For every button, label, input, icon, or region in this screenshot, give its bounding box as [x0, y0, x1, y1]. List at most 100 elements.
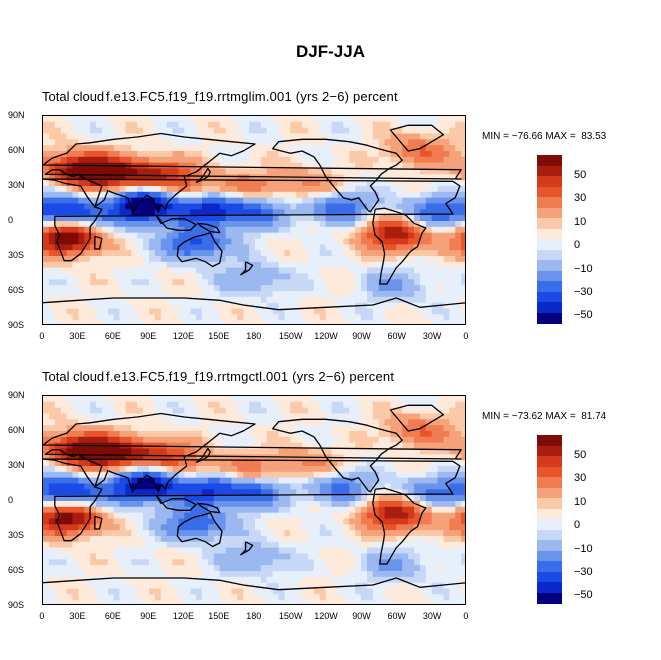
heatmap-cell — [113, 116, 121, 123]
heatmap-cell — [166, 121, 174, 129]
heatmap-cell — [384, 291, 392, 298]
heatmap-cell — [101, 116, 109, 123]
heatmap-cell — [266, 279, 274, 286]
heatmap-cell — [378, 501, 386, 508]
heatmap-cell — [408, 460, 415, 467]
heatmap-cell — [160, 506, 168, 514]
heatmap-cell — [54, 501, 62, 508]
heatmap-cell — [66, 139, 74, 146]
heatmap-cell — [455, 413, 462, 420]
heatmap-cell — [284, 308, 291, 315]
heatmap-cell — [84, 320, 91, 324]
heatmap-cell — [60, 226, 68, 234]
heatmap-cell — [419, 448, 427, 455]
heatmap-cell — [137, 296, 144, 304]
heatmap-cell — [78, 174, 85, 181]
heatmap-cell — [237, 320, 244, 324]
heatmap-cell — [361, 191, 368, 199]
heatmap-cell — [96, 571, 103, 578]
heatmap-cell — [337, 576, 344, 584]
heatmap-cell — [101, 483, 109, 490]
heatmap-cell — [43, 553, 50, 560]
heatmap-cell — [119, 407, 127, 415]
heatmap-cell — [66, 541, 74, 549]
heatmap-cell — [302, 396, 309, 403]
heatmap-cell — [48, 302, 56, 310]
heatmap-cell — [355, 576, 362, 584]
heatmap-cell — [361, 267, 368, 275]
heatmap-cell — [284, 279, 291, 286]
heatmap-cell — [437, 524, 445, 531]
heatmap-cell — [54, 133, 62, 140]
heatmap-cell — [243, 396, 250, 403]
heatmap-cell — [260, 541, 268, 549]
heatmap-cell — [72, 226, 79, 234]
heatmap-cell — [43, 291, 50, 298]
heatmap-cell — [425, 536, 433, 543]
heatmap-cell — [43, 168, 50, 175]
heatmap-cell — [84, 553, 91, 560]
heatmap-cell — [396, 518, 403, 525]
heatmap-cell — [178, 145, 185, 152]
heatmap-cell — [325, 547, 333, 555]
heatmap-cell — [372, 197, 380, 205]
heatmap-cell — [461, 209, 465, 216]
heatmap-cell — [372, 156, 380, 164]
heatmap-cell — [366, 133, 374, 140]
heatmap-cell — [166, 226, 174, 234]
heatmap-cell — [237, 471, 244, 479]
heatmap-cell — [48, 279, 56, 286]
heatmap-cell — [243, 536, 250, 543]
heatmap-cell — [119, 518, 127, 525]
heatmap-cell — [90, 296, 97, 304]
heatmap-cell — [160, 215, 168, 222]
heatmap-cell — [172, 518, 180, 525]
heatmap-cell — [361, 250, 368, 257]
heatmap-cell — [390, 407, 397, 415]
heatmap-cell — [54, 244, 62, 251]
heatmap-cell — [425, 285, 433, 292]
heatmap-cell — [443, 209, 450, 216]
heatmap-cell — [437, 250, 445, 257]
heatmap-cell — [449, 168, 456, 175]
heatmap-cell — [266, 320, 274, 324]
heatmap-cell — [243, 291, 250, 298]
heatmap-cell — [78, 151, 85, 158]
heatmap-cell — [396, 221, 403, 228]
heatmap-cell — [455, 279, 462, 286]
heatmap-cell — [384, 477, 392, 485]
heatmap-cell — [302, 401, 309, 409]
heatmap-cell — [266, 116, 274, 123]
heatmap-cell — [455, 215, 462, 222]
heatmap-cell — [107, 314, 115, 321]
heatmap-cell — [172, 186, 180, 193]
heatmap-cell — [202, 477, 209, 485]
heatmap-cell — [260, 186, 268, 193]
heatmap-cell — [48, 471, 56, 479]
heatmap-cell — [337, 489, 344, 496]
heatmap-cell — [225, 454, 233, 461]
heatmap-cell — [90, 226, 97, 234]
heatmap-cell — [308, 215, 315, 222]
heatmap-cell — [449, 320, 456, 324]
heatmap-cell — [213, 121, 221, 129]
heatmap-cell — [361, 501, 368, 508]
heatmap-cell — [113, 401, 121, 409]
heatmap-cell — [101, 296, 109, 304]
heatmap-cell — [425, 279, 433, 286]
heatmap-cell — [219, 168, 227, 175]
heatmap-cell — [402, 541, 409, 549]
heatmap-cell — [207, 197, 215, 205]
heatmap-cell — [437, 121, 445, 129]
heatmap-cell — [225, 127, 233, 135]
heatmap-cell — [249, 162, 256, 170]
colorbar-cell — [537, 176, 562, 187]
heatmap-cell — [66, 151, 74, 158]
heatmap-cell — [101, 139, 109, 146]
heatmap-cell — [343, 267, 350, 275]
heatmap-cell — [390, 121, 397, 129]
heatmap-cell — [90, 197, 97, 205]
heatmap-cell — [84, 285, 91, 292]
heatmap-cell — [325, 145, 333, 152]
heatmap-cell — [402, 489, 409, 496]
